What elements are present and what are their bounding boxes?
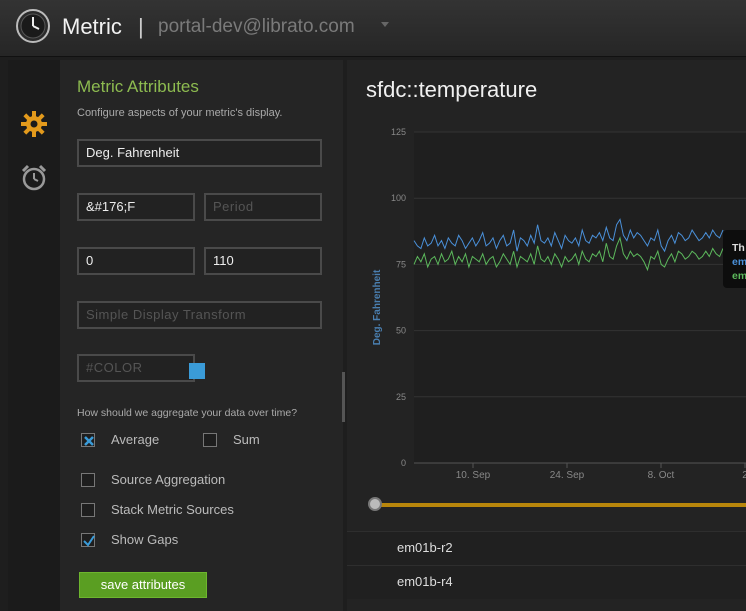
average-label: Average — [111, 432, 160, 447]
y-tick-label: 75 — [396, 259, 406, 269]
color-swatch[interactable] — [189, 363, 205, 379]
tooltip-line-3: em — [732, 270, 746, 282]
x-tick-label: 10. Sep — [456, 470, 491, 480]
alarm-clock-icon[interactable] — [20, 164, 48, 192]
panel-subtitle: Configure aspects of your metric's displ… — [77, 107, 283, 119]
series-line-2 — [413, 236, 724, 272]
save-attributes-button[interactable]: save attributes — [79, 572, 207, 598]
source-name: em01b-r2 — [397, 540, 453, 555]
aggregate-question: How should we aggregate your data over t… — [77, 407, 298, 419]
checkmark-icon — [83, 535, 95, 547]
line-chart[interactable]: 0 25 50 75 100 125 Deg. Fahrenheit 10. Sep 24. S… — [347, 120, 746, 480]
display-units-long-field[interactable]: Deg. Fahrenheit — [77, 139, 322, 167]
chart-tooltip: Th em em — [723, 230, 746, 288]
y-tick-label: 50 — [396, 326, 406, 336]
source-aggregation-label: Source Aggregation — [111, 472, 226, 487]
panel-resize-handle[interactable] — [342, 372, 345, 422]
top-bar: Metric | portal-dev@librato.com — [0, 0, 746, 57]
show-gaps-checkbox[interactable] — [81, 533, 95, 547]
plot-area — [414, 132, 746, 463]
x-check-icon — [84, 436, 94, 446]
y-tick-label: 100 — [391, 193, 406, 203]
sum-label: Sum — [233, 432, 260, 447]
source-row[interactable]: em01b-r2 — [347, 531, 746, 565]
display-max-field[interactable]: 110 — [204, 247, 322, 275]
stack-sources-checkbox[interactable] — [81, 503, 95, 517]
icon-sidebar — [8, 60, 60, 611]
y-axis-label: Deg. Fahrenheit — [372, 269, 383, 345]
gear-icon[interactable] — [20, 110, 48, 138]
time-range-slider-handle[interactable] — [368, 497, 382, 511]
panel-title: Metric Attributes — [77, 77, 199, 96]
source-row[interactable]: em01b-r4 — [347, 565, 746, 599]
title-separator: | — [138, 14, 144, 39]
app-title: Metric — [62, 14, 122, 39]
x-tick-label: 2 — [742, 470, 746, 480]
display-units-short-field[interactable]: &#176;F — [77, 193, 195, 221]
chevron-down-icon[interactable] — [381, 22, 389, 27]
time-range-slider[interactable] — [373, 503, 746, 507]
period-field[interactable]: Period — [204, 193, 322, 221]
y-tick-label: 125 — [391, 127, 406, 137]
metric-attributes-panel: Metric Attributes Configure aspects of y… — [60, 60, 343, 611]
display-transform-field[interactable]: Simple Display Transform — [77, 301, 322, 329]
metric-name-title: sfdc::temperature — [366, 77, 538, 102]
y-tick-label: 25 — [396, 392, 406, 402]
source-name: em01b-r4 — [397, 574, 453, 589]
clock-logo-icon — [16, 9, 50, 43]
color-field[interactable]: #COLOR — [77, 354, 205, 382]
series-line-1 — [413, 218, 724, 253]
color-field-placeholder: #COLOR — [86, 360, 143, 375]
stack-sources-label: Stack Metric Sources — [111, 502, 234, 517]
show-gaps-label: Show Gaps — [111, 532, 179, 547]
sum-checkbox[interactable] — [203, 433, 217, 447]
tooltip-line-2: em — [732, 256, 746, 268]
tooltip-line-1: Th — [732, 242, 745, 254]
display-min-field[interactable]: 0 — [77, 247, 195, 275]
average-checkbox[interactable] — [81, 433, 95, 447]
source-aggregation-checkbox[interactable] — [81, 473, 95, 487]
y-tick-label: 0 — [401, 458, 406, 468]
account-switcher[interactable]: portal-dev@librato.com — [158, 16, 355, 37]
x-tick-label: 8. Oct — [648, 470, 675, 480]
x-tick-label: 24. Sep — [550, 470, 585, 480]
